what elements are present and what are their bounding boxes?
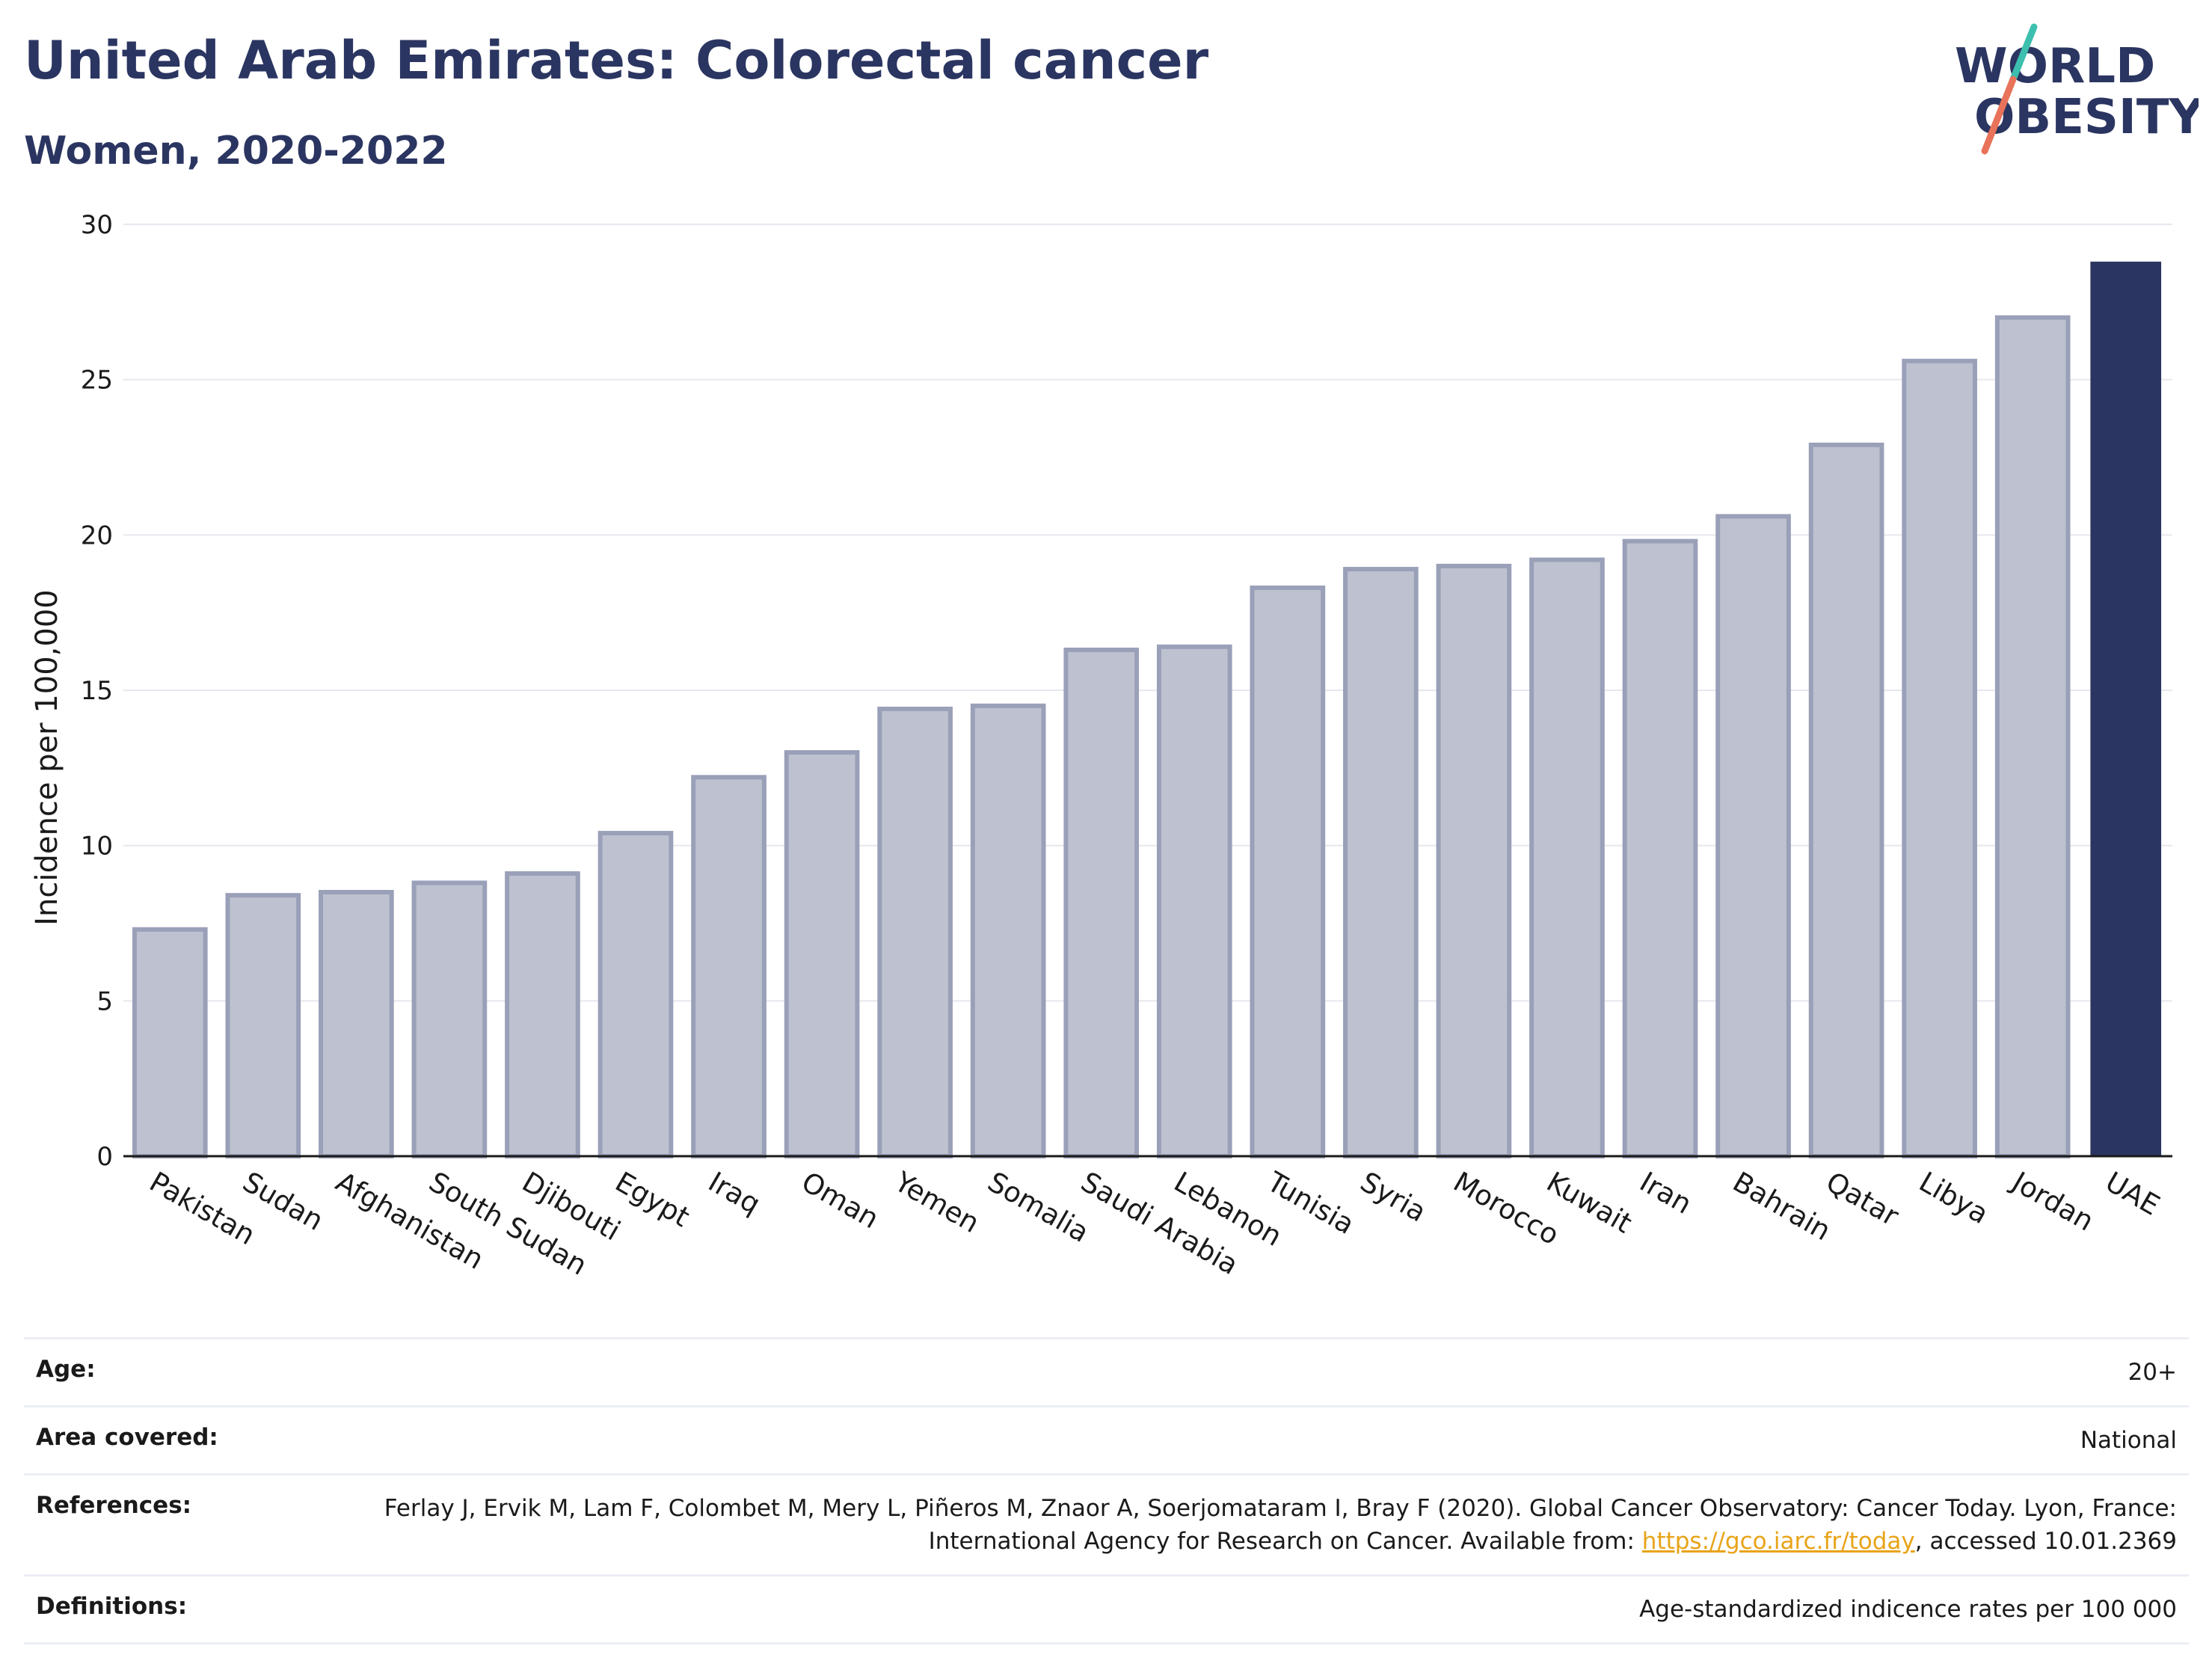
x-tick-label: South Sudan: [423, 1166, 592, 1282]
bar-syria: [1343, 567, 1419, 1158]
x-tick-label: Pakistan: [144, 1166, 261, 1252]
definitions-label: Definitions:: [36, 1593, 188, 1620]
info-row-definitions: Definitions: Age-standardized indicence …: [24, 1575, 2189, 1644]
y-tick-label: 5: [96, 986, 113, 1016]
x-tick-label: Jordan: [2006, 1165, 2099, 1238]
world-obesity-logo: WORLD OBESITY: [1955, 23, 2199, 155]
x-tick-label: Yemen: [888, 1165, 985, 1239]
bar-chart: 0 5 10 15 20 25 30 Incidence per 100,000 Pakista…: [30, 210, 2172, 1282]
info-row-age: Age: 20+: [24, 1338, 2189, 1407]
bars: [132, 261, 2162, 1159]
area-label: Area covered:: [36, 1424, 218, 1451]
references-link[interactable]: https://gco.iarc.fr/today: [1641, 1528, 1915, 1555]
bar-afghanistan: [319, 889, 394, 1158]
y-tick-label: 30: [81, 210, 113, 240]
bar-jordan: [1994, 315, 2071, 1159]
bar-djibouti: [505, 871, 580, 1158]
x-tick-label: Syria: [1355, 1166, 1432, 1229]
x-tick-label: Morocco: [1448, 1166, 1564, 1252]
bar-iraq: [691, 775, 766, 1158]
x-tick-label: Iraq: [703, 1166, 766, 1220]
info-row-references: References: Ferlay J, Ervik M, Lam F, Co…: [24, 1474, 2189, 1576]
bar-lebanon: [1156, 644, 1232, 1158]
bar-iran: [1622, 538, 1698, 1158]
y-tick-label: 20: [81, 521, 113, 550]
y-tick-label: 0: [96, 1142, 113, 1172]
bar-somalia: [970, 703, 1046, 1158]
x-tick-label: Oman: [796, 1166, 885, 1235]
bar-yemen: [877, 706, 953, 1158]
x-tick-label: Saudi Arabia: [1075, 1166, 1244, 1282]
info-table: Age: 20+ Area covered: National Referenc…: [24, 1337, 2189, 1645]
bar-tunisia: [1250, 585, 1326, 1158]
y-tick-label: 10: [81, 832, 113, 862]
bar-morocco: [1436, 563, 1512, 1158]
bar-south-sudan: [411, 880, 488, 1159]
age-value: 20+: [2127, 1359, 2177, 1386]
references-label: References:: [36, 1492, 192, 1519]
logo-line1: WORLD: [1955, 39, 2155, 94]
references-text: Ferlay J, Ervik M, Lam F, Colombet M, Me…: [384, 1495, 2177, 1555]
logo-slash-bottom: [1981, 76, 2017, 155]
logo-line2: OBESITY: [1974, 90, 2199, 145]
y-tick-label: 15: [81, 676, 113, 706]
definitions-value: Age-standardized indicence rates per 100…: [1639, 1596, 2177, 1623]
bar-kuwait: [1529, 557, 1605, 1158]
age-label: Age:: [36, 1356, 96, 1383]
bar-uae: [2090, 261, 2162, 1157]
y-axis-title: Incidence per 100,000: [30, 589, 64, 926]
bar-libya: [1902, 358, 1977, 1158]
x-tick-label: Bahrain: [1727, 1166, 1836, 1247]
bar-saudi-arabia: [1063, 648, 1140, 1158]
area-value: National: [2080, 1427, 2177, 1454]
bar-qatar: [1808, 442, 1884, 1158]
bar-sudan: [225, 893, 301, 1158]
x-tick-label: Iran: [1635, 1166, 1698, 1220]
x-tick-label: UAE: [2100, 1166, 2165, 1222]
references-value: Ferlay J, Ervik M, Lam F, Colombet M, Me…: [332, 1475, 2189, 1576]
y-tick-label: 25: [81, 366, 113, 396]
bar-egypt: [597, 831, 674, 1158]
info-row-area: Area covered: National: [24, 1406, 2189, 1475]
x-tick-label: Somalia: [983, 1166, 1095, 1249]
logo-slash-top: [2009, 23, 2038, 83]
chart-subtitle: Women, 2020-2022: [24, 129, 448, 174]
bar-bahrain: [1715, 514, 1791, 1158]
references-accessed: , accessed 10.01.2369: [1914, 1528, 2177, 1555]
x-tick-label: Libya: [1914, 1166, 1994, 1231]
bar-pakistan: [132, 927, 208, 1158]
chart-title: United Arab Emirates: Colorectal cancer: [24, 30, 1209, 91]
bar-oman: [784, 750, 860, 1158]
